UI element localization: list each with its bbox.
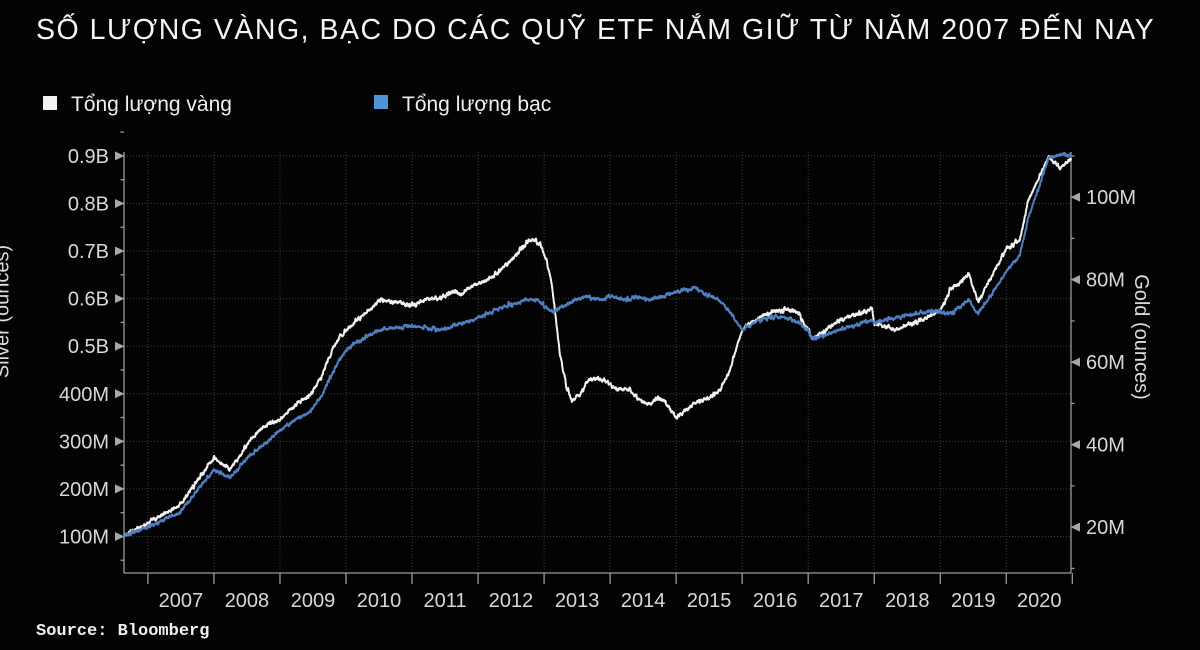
svg-text:40M: 40M — [1086, 435, 1125, 457]
svg-text:2012: 2012 — [489, 590, 534, 612]
svg-text:2014: 2014 — [621, 590, 666, 612]
svg-text:2009: 2009 — [291, 590, 336, 612]
svg-text:400M: 400M — [59, 384, 109, 406]
svg-text:0.5B: 0.5B — [68, 336, 109, 358]
svg-text:0.7B: 0.7B — [68, 241, 109, 263]
svg-text:2018: 2018 — [885, 590, 930, 612]
svg-text:0.6B: 0.6B — [68, 289, 109, 311]
svg-text:200M: 200M — [59, 479, 109, 501]
svg-text:2016: 2016 — [753, 590, 798, 612]
svg-text:300M: 300M — [59, 431, 109, 453]
svg-text:2019: 2019 — [951, 590, 996, 612]
svg-text:0.9B: 0.9B — [68, 146, 109, 168]
svg-text:2020: 2020 — [1017, 590, 1062, 612]
svg-text:60M: 60M — [1086, 352, 1125, 374]
svg-text:2015: 2015 — [687, 590, 732, 612]
svg-text:80M: 80M — [1086, 270, 1125, 292]
svg-text:2007: 2007 — [159, 590, 204, 612]
svg-text:2013: 2013 — [555, 590, 600, 612]
svg-text:20M: 20M — [1086, 517, 1125, 539]
svg-text:2010: 2010 — [357, 590, 402, 612]
svg-text:0.8B: 0.8B — [68, 193, 109, 215]
svg-text:2008: 2008 — [225, 590, 270, 612]
svg-text:100M: 100M — [1086, 187, 1136, 209]
svg-text:2011: 2011 — [424, 590, 467, 612]
svg-text:100M: 100M — [59, 526, 109, 548]
svg-text:2017: 2017 — [819, 590, 864, 612]
